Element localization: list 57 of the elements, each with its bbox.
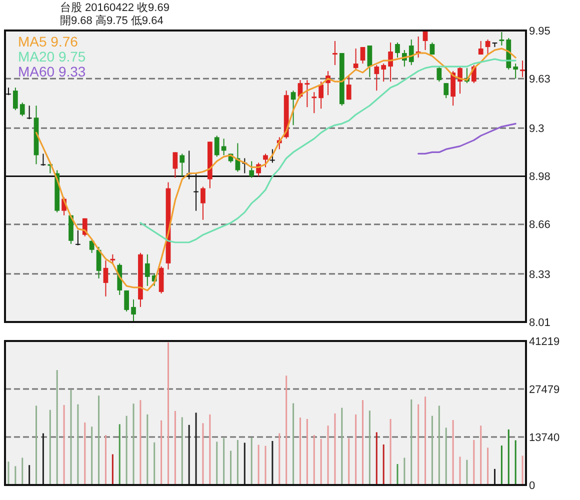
candlestick (270, 148, 275, 164)
candlestick (12, 87, 18, 111)
candlestick (124, 290, 129, 312)
candlestick (20, 102, 25, 117)
candlestick (290, 90, 296, 126)
y-tick-label: 9.63 (529, 73, 550, 86)
candlestick (444, 82, 449, 99)
y-tick-label: 0 (529, 480, 536, 492)
candlestick (26, 105, 32, 120)
y-tick-label: 8.66 (529, 219, 550, 232)
y-tick-label: 41219 (529, 336, 560, 348)
candlestick (332, 40, 338, 66)
candlestick (478, 40, 484, 56)
candlestick (312, 92, 317, 114)
line-series (418, 122, 516, 155)
candlestick (180, 153, 185, 177)
candlestick (144, 254, 150, 286)
candlestick (388, 42, 393, 82)
candlestick (381, 63, 386, 82)
candlestick (360, 46, 366, 64)
candlestick (374, 64, 380, 92)
candlestick (499, 32, 504, 46)
y-tick-label: 8.98 (529, 171, 550, 184)
text: MA20 9.75 (18, 48, 86, 64)
candlestick (103, 260, 108, 297)
candlestick (395, 42, 400, 58)
line-series (140, 58, 516, 244)
candlestick (40, 153, 46, 166)
candlestick (304, 80, 310, 108)
candlestick (263, 153, 268, 168)
y-tick-label: 27479 (529, 384, 560, 396)
y-tick-label: 9.95 (529, 25, 550, 38)
y-tick-label: 13740 (529, 432, 560, 444)
candlestick (436, 66, 442, 82)
candlestick (172, 152, 178, 178)
text: MA5 9.76 (18, 34, 78, 50)
candlestick (110, 254, 116, 264)
chart-subtitle: 開9.68 高9.75 低9.64 (60, 14, 164, 27)
candlestick (214, 135, 220, 158)
candlestick (485, 39, 490, 56)
candlestick (353, 48, 358, 70)
candlestick (520, 60, 525, 78)
candlestick (346, 75, 352, 100)
y-tick-label: 9.3 (529, 123, 544, 136)
y-tick-label: 8.33 (529, 268, 550, 281)
text: MA60 9.33 (18, 64, 86, 80)
candlestick (430, 42, 435, 56)
candlestick (249, 160, 254, 178)
candlestick (76, 230, 80, 246)
candlestick (131, 298, 136, 322)
candlestick (513, 63, 518, 80)
candlestick (221, 138, 226, 156)
chart-title: 台股 20160422 收9.69 (60, 1, 170, 14)
candlestick (318, 81, 324, 110)
candlestick (200, 186, 206, 220)
candlestick (89, 238, 94, 254)
y-tick-label: 8.01 (529, 316, 550, 329)
